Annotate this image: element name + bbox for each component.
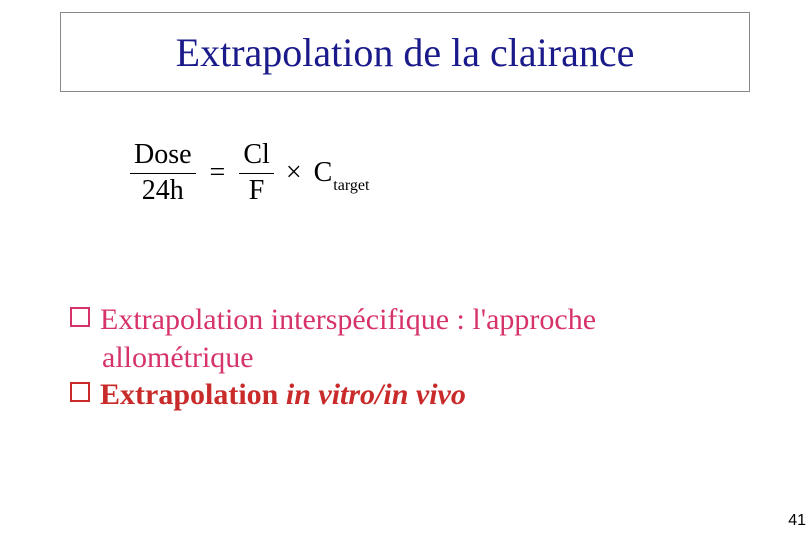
bullet-2-prefix: Extrapolation <box>100 378 286 411</box>
frac2-num: Cl <box>239 140 273 171</box>
frac1-num: Dose <box>130 140 196 171</box>
frac2-line <box>239 173 273 174</box>
bullet-2-italic: in vitro/in vivo <box>286 378 466 411</box>
bullet-text-2: Extrapolation in vitro/in vivo <box>100 375 466 416</box>
bullet-list: Extrapolation interspécifique : l'approc… <box>70 300 750 415</box>
c-var: C <box>314 157 333 189</box>
c-sub: target <box>333 177 369 195</box>
bullet-item-1-cont: allométrique <box>70 341 750 375</box>
title-container: Extrapolation de la clairance <box>60 12 750 92</box>
equation: Dose 24h = Cl F × C target <box>130 140 369 207</box>
page-number: 41 <box>788 512 806 530</box>
times-sign: × <box>282 157 306 189</box>
c-target: C target <box>314 157 370 189</box>
frac2-den: F <box>245 176 269 207</box>
frac1-den: 24h <box>138 176 188 207</box>
checkbox-icon <box>70 382 90 402</box>
bullet-item-2: Extrapolation in vitro/in vivo <box>70 375 750 416</box>
bullet-text-1a: Extrapolation interspécifique : l'approc… <box>100 300 596 341</box>
bullet-item-1: Extrapolation interspécifique : l'approc… <box>70 300 750 341</box>
checkbox-icon <box>70 307 90 327</box>
fraction-dose: Dose 24h <box>130 140 196 207</box>
frac1-line <box>130 173 196 174</box>
bullet-text-1b: allométrique <box>102 341 750 375</box>
equals-sign: = <box>204 157 232 189</box>
fraction-cl: Cl F <box>239 140 273 207</box>
page-title: Extrapolation de la clairance <box>176 29 635 76</box>
